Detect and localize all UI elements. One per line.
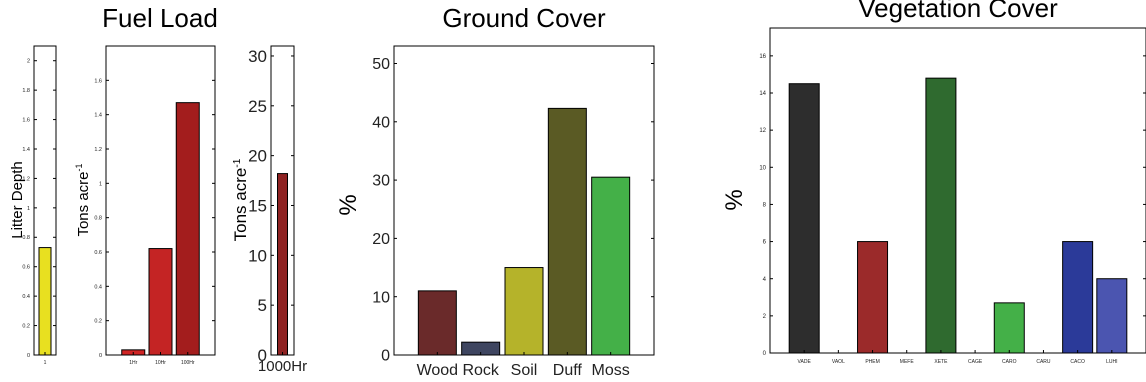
- panel-4-bar: [417, 290, 457, 356]
- panel-5-category-label: CARU: [1036, 359, 1051, 365]
- panel-1-bar: [38, 247, 52, 356]
- panel-2-ytick-label: 0.6: [94, 250, 102, 256]
- panel-3-ytick-label: 5: [258, 296, 267, 315]
- panel-1-ytick-label: 0.6: [22, 265, 30, 271]
- panel-1-ytick-label: 1.4: [22, 147, 30, 153]
- panel-5-bar: [925, 77, 957, 354]
- panel-5-category-label: MEFE: [900, 359, 915, 365]
- panel-4-ytick-label: 30: [372, 173, 390, 190]
- panel-2-category-label: 1Hr: [129, 360, 137, 366]
- panel-5-category-label: PHEM: [865, 359, 879, 365]
- panel-5-category-label: VAOL: [832, 359, 845, 365]
- panel-5-ylabel: %: [721, 189, 748, 210]
- panel-3-ytick-label: 25: [248, 97, 267, 116]
- panel-4-title: Ground Cover: [442, 3, 606, 33]
- panel-5-ytick-label: 12: [759, 128, 766, 134]
- panel-5-category-label: CACO: [1070, 359, 1085, 365]
- panel-1-ytick-label: 1.2: [22, 176, 30, 182]
- panel-4-bar: [547, 107, 587, 356]
- panel-5-ytick-label: 16: [759, 54, 766, 60]
- panel-1-category-label: 1: [44, 360, 47, 366]
- panel-4-category-label: Moss: [592, 362, 630, 379]
- panel-3-ytick-label: 15: [248, 196, 267, 215]
- panel-5-category-label: LUHI: [1106, 359, 1117, 365]
- panel-4-ytick-label: 0: [381, 348, 390, 365]
- panel-1-ylabel: Litter Depth: [9, 161, 26, 239]
- panel-1-ytick-label: 0.4: [22, 294, 30, 300]
- panel-4-ytick-label: 20: [372, 231, 390, 248]
- panel-5-ytick-label: 10: [759, 165, 766, 171]
- panel-4-category-label: Duff: [553, 362, 583, 379]
- panel-2-ytick-label: 1: [99, 181, 102, 187]
- panel-5-bar: [1062, 241, 1094, 354]
- panel-4-ytick-label: 40: [372, 114, 390, 131]
- panel-2-bar: [175, 102, 200, 356]
- panel-5-ytick-label: 6: [763, 240, 767, 246]
- panel-5-category-label: VADE: [798, 359, 812, 365]
- panel-3-category-label: 1000Hr: [258, 358, 307, 375]
- panel-4-category-label: Soil: [511, 362, 538, 379]
- panel-4-category-label: Wood: [417, 362, 459, 379]
- panel-2-ylabel: Tons acre-1: [74, 163, 92, 236]
- panel-5-ytick-label: 0: [763, 351, 767, 357]
- panel-4-category-label: Rock: [462, 362, 499, 379]
- panel-5-title: Vegetation Cover: [858, 0, 1058, 23]
- panel-1-ytick-label: 1.6: [22, 117, 30, 123]
- panel-5-bar: [788, 83, 820, 354]
- panel-2-ytick-label: 0.8: [94, 216, 102, 222]
- panel-2-bar: [148, 248, 173, 356]
- panel-1-ytick-label: 2: [27, 59, 30, 65]
- panel-3-ylabel: Tons acre-1: [231, 158, 250, 241]
- panel-2-category-label: 10Hr: [155, 360, 166, 366]
- panel-3-ytick-label: 30: [248, 47, 267, 66]
- panel-3-ylabel-superscript: -1: [232, 158, 243, 167]
- panel-4-bar: [504, 267, 544, 356]
- panel-3-ytick-label: 10: [248, 246, 267, 265]
- panel-2-ytick-label: 0.2: [94, 319, 102, 325]
- panel-4-bar: [591, 176, 631, 356]
- panel-5-ytick-label: 2: [763, 314, 767, 320]
- panel-3-bar: [277, 173, 288, 356]
- panel-2-category-label: 100Hr: [181, 360, 195, 366]
- panel-3-ytick-label: 0: [258, 346, 267, 365]
- panel-5-ytick-label: 8: [763, 203, 767, 209]
- panel-3-ytick-label: 20: [248, 147, 267, 166]
- panel-2-ytick-label: 1.6: [94, 78, 102, 84]
- panel-1-ytick-label: 0.8: [22, 235, 30, 241]
- panel-2-ytick-label: 1.4: [94, 113, 102, 119]
- panel-2-ytick-label: 0: [99, 353, 102, 359]
- panel-5-bar: [857, 241, 889, 354]
- panel-4-ylabel: %: [335, 194, 362, 215]
- panel-5-ytick-label: 4: [763, 277, 767, 283]
- panel-2-ytick-label: 0.4: [94, 284, 102, 290]
- panel-5-bar: [1096, 278, 1128, 354]
- panel-1-ytick-label: 0: [27, 353, 30, 359]
- panel-1-ytick-label: 1.8: [22, 88, 30, 94]
- panel-2-ylabel-superscript: -1: [74, 163, 84, 171]
- panel-5-ytick-label: 14: [759, 91, 766, 97]
- panel-5-category-label: CARO: [1002, 359, 1017, 365]
- panel-5-category-label: CAGE: [968, 359, 983, 365]
- panel-2-ytick-label: 1.2: [94, 147, 102, 153]
- panel-4-ytick-label: 10: [372, 289, 390, 306]
- panel-1-ytick-label: 1: [27, 206, 30, 212]
- panel-1-title: Fuel Load: [102, 3, 218, 33]
- panel-5-frame: [769, 27, 1146, 354]
- panel-4-ytick-label: 50: [372, 56, 390, 73]
- panel-1-ytick-label: 0.2: [22, 323, 30, 329]
- panel-5-bar: [993, 302, 1025, 354]
- panel-5-category-label: XETE: [934, 359, 948, 365]
